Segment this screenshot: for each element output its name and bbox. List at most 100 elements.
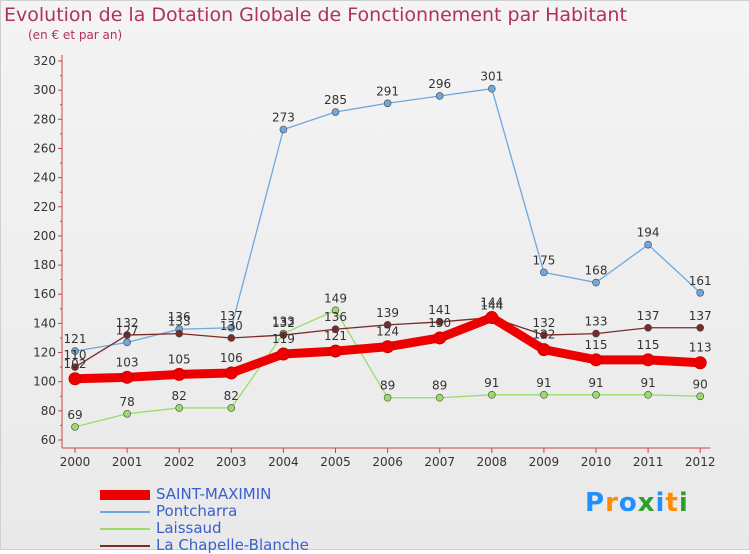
data-label: 82 [172,389,187,403]
x-tick-label: 2001 [112,455,143,469]
x-tick-label: 2012 [685,455,716,469]
legend-swatch [100,489,150,500]
data-label: 91 [536,376,551,390]
data-label: 82 [224,389,239,403]
legend-swatch [100,510,150,513]
data-point [329,344,342,358]
data-point [592,391,600,399]
data-label: 91 [588,376,603,390]
data-label: 137 [220,309,243,323]
y-tick-label: 240 [33,171,56,185]
logo-letter: i [655,488,666,518]
data-label: 91 [484,376,499,390]
data-label: 89 [432,379,447,393]
data-label: 90 [693,377,708,391]
x-tick-label: 2011 [633,455,664,469]
data-label: 78 [119,395,134,409]
x-tick-label: 2003 [216,455,247,469]
data-point [485,311,499,325]
legend-label: SAINT-MAXIMIN [156,485,272,503]
legend-swatch [100,527,150,530]
data-point [540,331,548,339]
data-label: 102 [64,357,87,371]
y-tick-label: 200 [33,229,56,243]
data-point [644,240,652,249]
y-tick-label: 160 [33,287,56,301]
y-tick-label: 60 [41,433,56,447]
data-point [435,393,444,402]
chart-legend: SAINT-MAXIMIN Pontcharra Laissaud La Chapel… [100,486,309,554]
data-point [123,338,131,347]
data-label: 136 [168,310,191,324]
data-point [696,288,705,297]
data-point [71,347,79,355]
data-point [696,323,705,332]
data-point [224,366,238,380]
data-point [435,318,444,326]
legend-item: La Chapelle-Blanche [100,537,309,554]
data-point [693,356,707,370]
data-label: 132 [532,316,555,330]
data-label: 133 [272,315,295,329]
data-label: 115 [585,338,608,352]
data-point [487,391,496,399]
chart-title: Evolution de la Dotation Globale de Fonc… [4,4,627,26]
y-tick-label: 100 [33,375,56,389]
legend-label: Pontcharra [156,502,238,520]
data-label: 132 [272,316,295,330]
legend-label: Laissaud [156,519,222,537]
data-label: 291 [376,84,399,98]
data-label: 122 [532,328,555,342]
y-tick-label: 80 [41,404,56,418]
x-tick-label: 2005 [320,455,351,469]
y-tick-label: 260 [33,141,56,155]
y-tick-label: 320 [33,54,56,68]
data-label: 105 [168,352,191,366]
data-point [381,340,395,354]
data-label: 136 [324,310,347,324]
data-point [175,329,183,338]
x-tick-label: 2007 [424,455,455,469]
data-label: 69 [67,408,82,422]
data-label: 149 [324,291,347,305]
data-point [279,125,288,134]
data-label: 130 [220,319,243,333]
data-point [540,268,548,277]
data-label: 103 [116,355,139,369]
data-point [589,353,603,367]
data-label: 301 [480,70,503,84]
data-point [227,323,236,332]
data-label: 124 [376,325,399,339]
data-label: 141 [428,303,451,317]
legend-swatch [100,544,150,547]
x-tick-label: 2010 [581,455,612,469]
data-point [123,331,131,339]
data-label: 273 [272,111,295,125]
y-tick-label: 220 [33,200,56,214]
data-point [592,329,600,338]
legend-item: SAINT-MAXIMIN [100,486,309,503]
data-point [331,306,340,315]
data-label: 133 [168,315,191,329]
data-label: 113 [689,341,712,355]
data-point [123,409,131,418]
data-label: 121 [324,329,347,343]
data-label: 132 [116,316,139,330]
data-point [331,325,340,334]
data-label: 139 [376,306,399,320]
data-point [592,278,600,287]
y-tick-label: 140 [33,316,56,330]
y-tick-label: 280 [33,112,56,126]
logo-letter: P [585,488,606,518]
data-point [175,404,183,412]
data-point [227,334,236,342]
x-tick-label: 2009 [529,455,560,469]
logo-letter: r [605,488,619,518]
data-point [120,370,134,384]
data-label: 91 [640,376,655,390]
data-point [435,92,444,100]
legend-item: Pontcharra [100,503,309,520]
x-tick-label: 2000 [60,455,91,469]
